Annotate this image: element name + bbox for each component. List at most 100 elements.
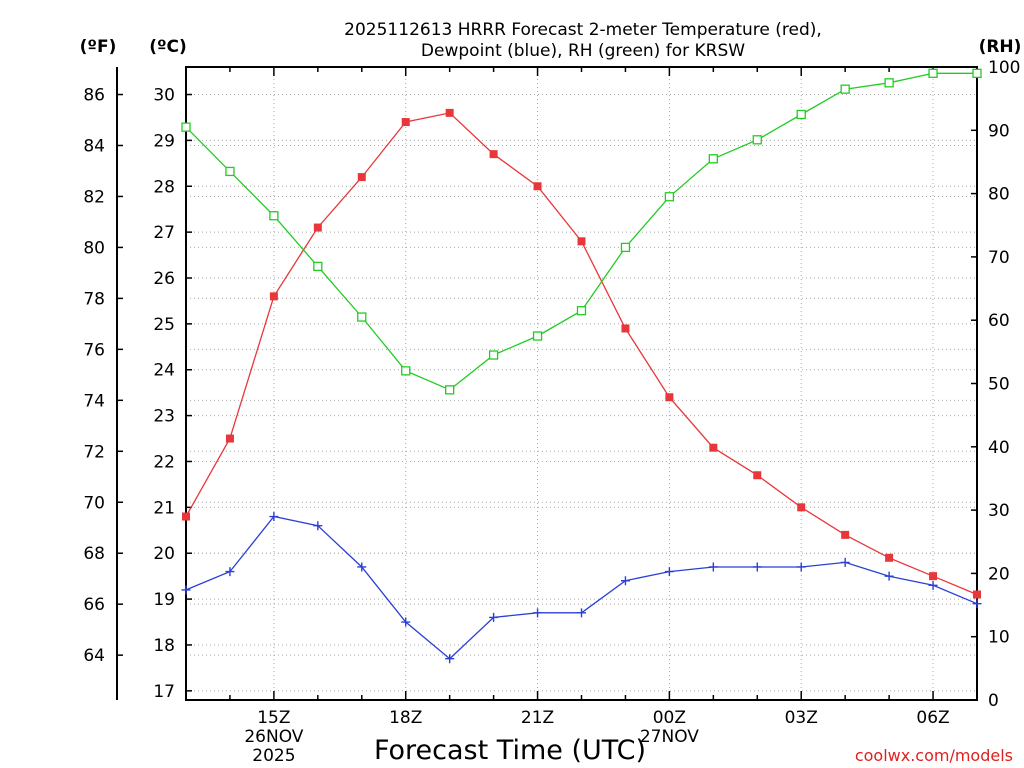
dewpoint-point-14 bbox=[796, 562, 806, 572]
dewpoint-point-3 bbox=[313, 521, 323, 531]
relative-humidity-point-18 bbox=[972, 68, 982, 78]
credit-label: coolwx.com/models bbox=[855, 746, 1013, 765]
dewpoint-point-18 bbox=[972, 599, 982, 609]
rh-tick-label-60: 60 bbox=[988, 311, 1010, 331]
rh-tick-label-80: 80 bbox=[988, 185, 1010, 205]
temperature-point-12 bbox=[709, 443, 718, 452]
c-tick-label-29: 29 bbox=[153, 131, 175, 151]
dewpoint-line bbox=[185, 515, 978, 660]
c-tick-label-17: 17 bbox=[153, 682, 175, 702]
dewpoint-point-5 bbox=[401, 617, 411, 627]
relative-humidity-point-15 bbox=[840, 84, 850, 94]
rh-tick-label-100: 100 bbox=[988, 58, 1020, 78]
celsius-axis: 17 18 19 20 21 22 23 24 25 26 27 28 29 30 bbox=[153, 86, 192, 702]
temperature-point-7 bbox=[489, 150, 498, 159]
temperature-point-14 bbox=[797, 503, 806, 512]
dewpoint-point-6 bbox=[445, 654, 455, 664]
x-tick-label-15Z: 15Z bbox=[257, 708, 290, 728]
f-tick-label-82: 82 bbox=[83, 187, 105, 207]
c-tick-label-24: 24 bbox=[153, 361, 175, 381]
grid-lines bbox=[186, 67, 977, 700]
celsius-axis-title: (ºC) bbox=[149, 37, 187, 57]
relative-humidity-line bbox=[185, 72, 977, 391]
temperature-point-5 bbox=[401, 118, 410, 127]
temperature-point-6 bbox=[445, 108, 454, 117]
temperature-point-16 bbox=[885, 553, 894, 562]
temperature-point-17 bbox=[929, 572, 938, 581]
relative-humidity-series bbox=[181, 68, 982, 395]
relative-humidity-point-0 bbox=[181, 122, 191, 132]
temperature-point-9 bbox=[577, 237, 586, 246]
fahrenheit-axis: 64 66 68 70 72 74 76 78 80 82 84 86 bbox=[83, 86, 123, 666]
x-tick-date-26NOV: 26NOV bbox=[244, 727, 303, 747]
x-tick-year-2025: 2025 bbox=[252, 746, 295, 766]
dewpoint-point-13 bbox=[752, 562, 762, 572]
rh-tick-label-70: 70 bbox=[988, 248, 1010, 268]
temperature-point-15 bbox=[841, 530, 850, 539]
f-tick-label-68: 68 bbox=[83, 544, 105, 564]
temperature-point-1 bbox=[225, 434, 234, 443]
dewpoint-point-11 bbox=[664, 567, 674, 577]
x-tick-label-18Z: 18Z bbox=[389, 708, 422, 728]
relative-humidity-point-4 bbox=[357, 312, 367, 322]
relative-humidity-point-8 bbox=[532, 331, 543, 341]
f-tick-label-78: 78 bbox=[83, 289, 105, 309]
dewpoint-point-10 bbox=[620, 576, 630, 586]
x-axis-label: Forecast Time (UTC) bbox=[374, 735, 646, 766]
dewpoint-series bbox=[181, 512, 982, 664]
rh-tick-label-10: 10 bbox=[988, 628, 1010, 648]
chart-title: 2025112613 HRRR Forecast 2-meter Tempera… bbox=[344, 20, 822, 61]
rh-tick-label-50: 50 bbox=[988, 375, 1010, 395]
temperature-point-8 bbox=[533, 182, 542, 191]
relative-humidity-point-16 bbox=[884, 78, 894, 88]
temperature-point-18 bbox=[973, 590, 981, 599]
relative-humidity-point-12 bbox=[708, 154, 718, 164]
x-tick-date-27NOV: 27NOV bbox=[640, 727, 699, 747]
rh-tick-label-40: 40 bbox=[988, 438, 1010, 458]
dewpoint-point-12 bbox=[708, 562, 718, 572]
f-tick-label-84: 84 bbox=[83, 136, 105, 156]
temperature-point-13 bbox=[753, 471, 762, 480]
temperature-point-0 bbox=[182, 512, 190, 521]
c-tick-label-30: 30 bbox=[153, 86, 175, 106]
f-tick-label-70: 70 bbox=[83, 493, 105, 513]
rh-tick-label-30: 30 bbox=[988, 501, 1010, 521]
dewpoint-point-1 bbox=[225, 567, 235, 577]
rh-tick-label-90: 90 bbox=[988, 121, 1010, 141]
c-tick-label-28: 28 bbox=[153, 177, 175, 197]
temperature-point-10 bbox=[621, 324, 630, 333]
dewpoint-point-0 bbox=[181, 585, 191, 595]
dewpoint-point-2 bbox=[269, 512, 279, 522]
c-tick-label-26: 26 bbox=[153, 269, 175, 289]
relative-humidity-point-11 bbox=[664, 192, 675, 202]
temperature-point-11 bbox=[665, 393, 674, 402]
x-tick-label-21Z: 21Z bbox=[521, 708, 554, 728]
temperature-point-4 bbox=[357, 173, 366, 182]
temperature-point-3 bbox=[313, 223, 322, 232]
relative-humidity-point-7 bbox=[488, 350, 499, 360]
relative-humidity-point-6 bbox=[445, 385, 455, 395]
relative-humidity-point-13 bbox=[752, 135, 762, 145]
f-tick-label-64: 64 bbox=[83, 646, 105, 666]
c-tick-label-25: 25 bbox=[153, 315, 175, 335]
f-tick-label-72: 72 bbox=[83, 442, 105, 462]
temperature-line bbox=[185, 112, 978, 596]
x-tick-label-03Z: 03Z bbox=[785, 708, 818, 728]
rh-tick-label-20: 20 bbox=[988, 564, 1010, 584]
relative-humidity-point-1 bbox=[225, 166, 235, 177]
f-tick-label-76: 76 bbox=[83, 340, 105, 360]
relative-humidity-point-3 bbox=[313, 261, 323, 272]
f-tick-label-74: 74 bbox=[83, 391, 105, 411]
temperature-point-2 bbox=[269, 292, 278, 301]
title-line-1: 2025112613 HRRR Forecast 2-meter Tempera… bbox=[344, 20, 822, 40]
c-tick-label-19: 19 bbox=[153, 590, 175, 610]
relative-humidity-point-9 bbox=[576, 306, 587, 316]
c-tick-label-21: 21 bbox=[153, 498, 175, 518]
relative-humidity-point-5 bbox=[401, 366, 411, 376]
relative-humidity-point-14 bbox=[796, 109, 806, 120]
rh-axis: 0 10 20 30 40 50 60 70 80 90 100 bbox=[971, 58, 1020, 711]
c-tick-label-23: 23 bbox=[153, 407, 175, 427]
c-tick-label-22: 22 bbox=[153, 452, 175, 472]
